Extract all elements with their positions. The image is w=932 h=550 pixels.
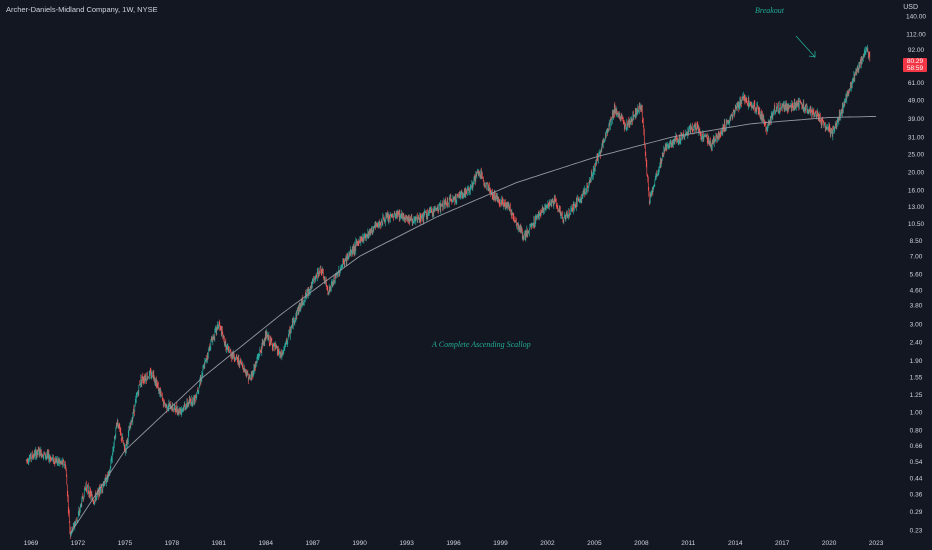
year-tick-label: 1981 [212, 540, 227, 547]
symbol-title[interactable]: Archer-Daniels-Midland Company, 1W, NYSE [6, 5, 158, 14]
price-tick-label: 2.40 [910, 339, 923, 346]
year-tick-label: 2005 [587, 540, 602, 547]
price-tick-label: 3.00 [910, 322, 923, 329]
price-tick-label: 0.23 [910, 528, 923, 535]
year-tick-label: 1975 [118, 540, 133, 547]
last-price-badge: 80.29 58:59 [903, 58, 927, 72]
price-tick-label: 0.66 [910, 443, 923, 450]
price-tick-label: 7.00 [910, 254, 923, 261]
bar-countdown: 58:59 [906, 65, 924, 72]
year-tick-label: 1987 [305, 540, 320, 547]
year-tick-label: 2014 [728, 540, 743, 547]
price-tick-label: 3.80 [910, 303, 923, 310]
price-tick-label: 4.60 [910, 287, 923, 294]
year-tick-label: 1984 [259, 540, 274, 547]
price-tick-label: 0.44 [910, 475, 923, 482]
price-tick-label: 5.60 [910, 272, 923, 279]
price-tick-label: 49.00 [908, 98, 925, 105]
price-tick-label: 10.50 [908, 221, 925, 228]
price-tick-label: 31.00 [908, 134, 925, 141]
price-tick-label: 16.00 [908, 187, 925, 194]
price-tick-label: 92.00 [908, 47, 925, 54]
breakout-arrow [795, 35, 816, 58]
price-tick-label: 1.90 [910, 358, 923, 365]
year-tick-label: 1990 [352, 540, 367, 547]
price-tick-label: 0.54 [910, 459, 923, 466]
year-tick-label: 1993 [399, 540, 414, 547]
price-tick-label: 0.36 [910, 492, 923, 499]
price-tick-label: 1.25 [910, 392, 923, 399]
year-tick-label: 2023 [869, 540, 884, 547]
year-tick-label: 1972 [71, 540, 86, 547]
price-tick-label: 1.55 [910, 375, 923, 382]
price-tick-label: 20.00 [908, 170, 925, 177]
price-tick-label: 112.00 [906, 31, 926, 38]
year-tick-label: 2011 [681, 540, 695, 547]
scallop-curve-line [69, 115, 877, 534]
price-tick-label: 8.50 [910, 238, 923, 245]
price-axis[interactable]: 140.00112.0092.0076.0061.0049.0039.0031.… [906, 14, 926, 535]
year-tick-label: 1999 [493, 540, 508, 547]
last-price: 80.29 [906, 58, 924, 65]
currency-label: USD [903, 4, 918, 11]
price-tick-label: 1.00 [910, 410, 923, 417]
year-tick-label: 1978 [165, 540, 180, 547]
candlestick-series [25, 44, 871, 540]
time-axis[interactable]: 1969 1972 1975 1978 1981 1984 1987 1990 1993 1996… [24, 540, 884, 547]
year-tick-label: 2002 [540, 540, 555, 547]
price-tick-label: 0.29 [910, 509, 923, 516]
price-tick-label: 13.00 [908, 204, 925, 211]
price-tick-label: 25.00 [908, 152, 925, 159]
year-tick-label: 2008 [634, 540, 649, 547]
price-tick-label: 0.80 [910, 428, 923, 435]
price-tick-label: 140.00 [906, 14, 926, 21]
price-tick-label: 39.00 [908, 116, 925, 123]
scallop-annotation: A Complete Ascending Scallop [432, 340, 531, 349]
price-tick-label: 61.00 [908, 80, 925, 87]
year-tick-label: 1969 [24, 540, 39, 547]
breakout-annotation: Breakout [755, 6, 785, 15]
year-tick-label: 2020 [822, 540, 837, 547]
year-tick-label: 1996 [446, 540, 461, 547]
year-tick-label: 2017 [775, 540, 790, 547]
